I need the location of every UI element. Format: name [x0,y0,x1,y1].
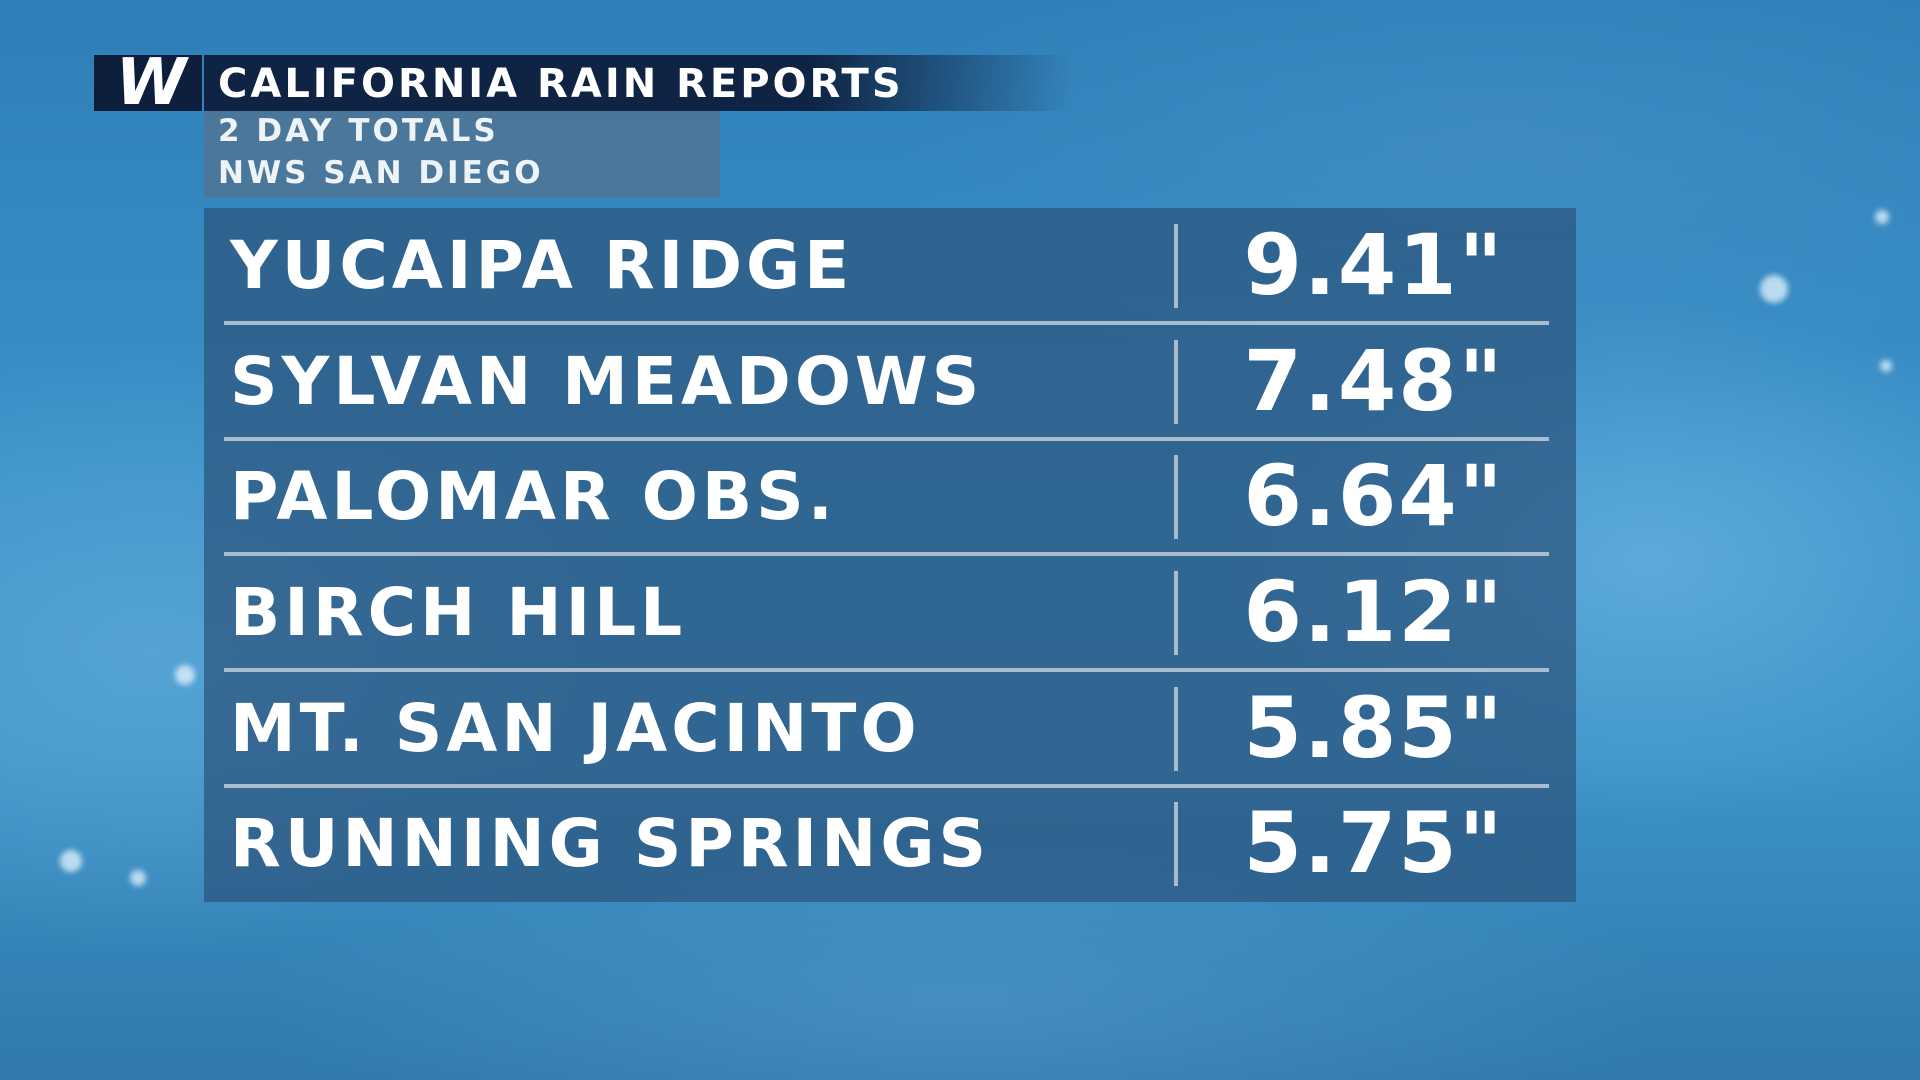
raindrop [130,870,146,886]
column-divider [1174,455,1178,540]
subtitle: NWS SAN DIEGO [218,155,544,191]
raindrop [1760,275,1788,303]
table-row: MT. SAN JACINTO 5.85" [204,671,1576,788]
title: CALIFORNIA RAIN REPORTS [218,61,904,107]
rain-total: 5.75" [1243,794,1505,893]
rain-total: 9.41" [1243,216,1505,314]
table-row: PALOMAR OBS. 6.64" [204,439,1576,557]
raindrop [175,665,195,685]
row-separator [224,321,1549,325]
title-bar: CALIFORNIA RAIN REPORTS [204,55,1074,111]
row-separator [224,668,1549,672]
column-divider [1174,571,1178,655]
row-separator [224,783,1549,788]
logo: W [94,46,202,120]
table-row: SYLVAN MEADOWS 7.48" [204,324,1576,441]
raindrop [60,850,82,872]
subtitle-box: 2 DAY TOTALS NWS SAN DIEGO [204,111,720,198]
column-divider [1174,802,1178,887]
rain-total: 6.64" [1243,447,1505,546]
location-name: BIRCH HILL [230,574,687,651]
raindrop [1875,210,1889,224]
rain-table: YUCAIPA RIDGE 9.41" SYLVAN MEADOWS 7.48" PAL… [204,208,1576,902]
location-name: PALOMAR OBS. [230,458,837,536]
location-name: YUCAIPA RIDGE [230,227,854,304]
location-name: MT. SAN JACINTO [230,689,921,767]
table-row: RUNNING SPRINGS 5.75" [204,786,1576,901]
row-separator [224,552,1549,557]
column-divider [1174,686,1178,771]
row-separator [224,436,1549,441]
table-row: BIRCH HILL 6.12" [204,555,1576,672]
location-name: SYLVAN MEADOWS [230,342,984,420]
rain-total: 6.12" [1243,563,1505,661]
subtitle: 2 DAY TOTALS [218,113,499,149]
table-row: YUCAIPA RIDGE 9.41" [204,208,1576,325]
column-divider [1174,224,1178,308]
location-name: RUNNING SPRINGS [230,805,991,883]
column-divider [1174,339,1178,424]
rain-total: 7.48" [1243,331,1505,430]
raindrop [1880,360,1892,372]
rain-total: 5.85" [1243,678,1505,777]
